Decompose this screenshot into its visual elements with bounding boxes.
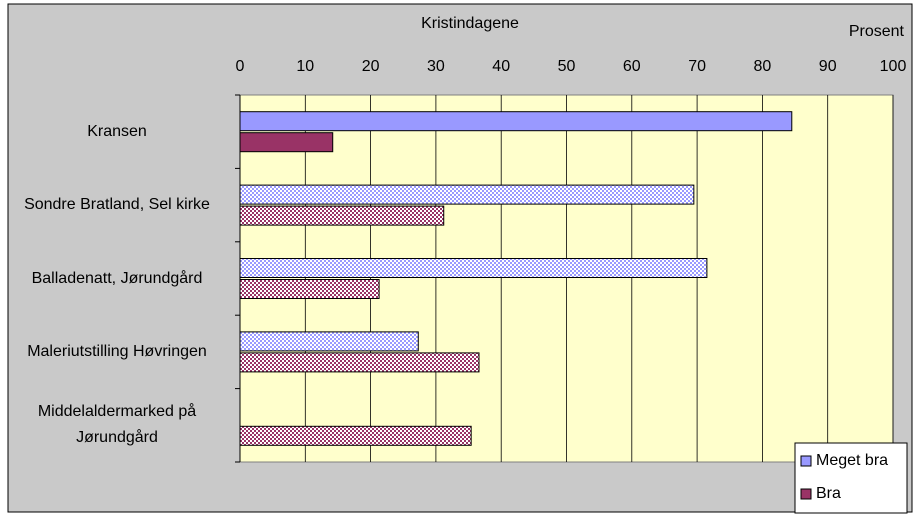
- x-tick-label: 60: [623, 58, 641, 75]
- bar: [239, 258, 708, 278]
- bar: [239, 205, 445, 226]
- x-tick-label: 70: [688, 58, 706, 75]
- legend-label: Meget bra: [816, 452, 888, 469]
- y-tick-label: Kransen: [87, 122, 147, 140]
- y-tick-label: Balladenatt, Jørundgård: [31, 269, 203, 287]
- chart-title: Kristindagene: [421, 15, 519, 32]
- x-tick-label: 50: [558, 58, 576, 75]
- x-tick-label: 20: [362, 58, 380, 75]
- y-tick-label: Middelaldermarked på Jørundgård: [37, 403, 197, 447]
- bar: [239, 352, 480, 373]
- y-tick-label: Maleriutstilling Høvringen: [27, 342, 207, 360]
- bar: [239, 184, 695, 205]
- x-tick-label: 10: [296, 58, 314, 75]
- y-tick-label: Sondre Bratland, Sel kirke: [24, 196, 210, 214]
- x-tick-label: 40: [492, 58, 510, 75]
- legend-swatch: [800, 455, 812, 467]
- bar: [239, 111, 793, 132]
- bar: [239, 279, 380, 299]
- x-tick-label: 0: [236, 58, 245, 75]
- bar: [239, 425, 472, 446]
- x-tick-label: 100: [880, 58, 907, 75]
- x-tick-label: 30: [427, 58, 445, 75]
- axis-label: Prosent: [849, 23, 905, 40]
- x-tick-label: 90: [819, 58, 837, 75]
- x-tick-label: 80: [754, 58, 772, 75]
- bar: [239, 331, 419, 352]
- legend-box: [794, 442, 908, 514]
- legend-label: Bra: [816, 485, 841, 502]
- bar: [239, 132, 334, 153]
- legend-swatch: [800, 488, 812, 500]
